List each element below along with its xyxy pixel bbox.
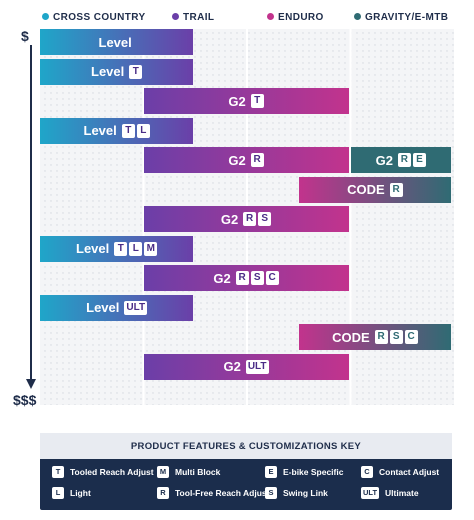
feature-badge-r: R: [235, 271, 249, 285]
bar-name: G2: [220, 211, 239, 227]
key-label: Ultimate: [385, 488, 419, 498]
feature-badge-s: S: [258, 212, 272, 226]
key-item-e: E E-bike Specific: [265, 466, 343, 478]
feature-badge-l: L: [129, 241, 143, 256]
key-label: Contact Adjust: [379, 467, 440, 477]
price-axis-arrow-icon: [26, 45, 36, 389]
feature-badge-s: S: [389, 330, 403, 344]
key-label: Multi Block: [175, 467, 221, 477]
column-header-enduro: ENDURO: [267, 12, 324, 23]
column-header-label: CROSS COUNTRY: [53, 12, 146, 23]
feature-badge-c: C: [265, 271, 279, 285]
key-item-t: T Tooled Reach Adjust: [52, 466, 154, 478]
column-header-trail: TRAIL: [172, 12, 214, 23]
key-label: Tool-Free Reach Adjust: [175, 488, 270, 498]
bar-name: G2: [213, 270, 231, 286]
bar-name: Level: [98, 34, 132, 50]
bar-g2-ult: G2 ULT: [143, 353, 349, 380]
bar-name: G2: [223, 359, 241, 374]
chart-plot-area: Level Level T G2 T Level T L G2 R G2 R E CODE R G2 R S Lev…: [40, 29, 454, 405]
key-title: PRODUCT FEATURES & CUSTOMIZATIONS KEY: [40, 433, 452, 459]
key-badge: L: [52, 487, 64, 499]
gravity-dot-icon: [354, 13, 361, 20]
key-badge: S: [265, 487, 277, 499]
bar-name: CODE: [347, 182, 385, 197]
feature-badge-ult: ULT: [124, 300, 148, 315]
feature-badge-r: R: [374, 330, 388, 344]
feature-badge-m: M: [144, 241, 158, 256]
bar-name: Level: [91, 64, 125, 79]
bar-level-t: Level T: [40, 58, 194, 85]
bar-g2-rsc: G2 R S C: [143, 265, 349, 291]
feature-badge-ult: ULT: [245, 359, 269, 374]
bar-name: G2: [228, 152, 246, 168]
bar-g2-rs: G2 R S: [143, 206, 349, 232]
bar-name: CODE: [332, 329, 370, 345]
key-badge: E: [265, 466, 277, 478]
column-header-label: TRAIL: [183, 12, 215, 23]
key-badge: R: [157, 487, 169, 499]
key-item-r: R Tool-Free Reach Adjust: [157, 487, 269, 499]
bar-name: G2: [375, 152, 393, 168]
key-item-ult: ULT Ultimate: [361, 487, 419, 499]
key-item-c: C Contact Adjust: [361, 466, 439, 478]
bar-g2-r: G2 R: [143, 147, 349, 173]
bar-name: Level: [83, 123, 117, 138]
price-high-label: $$$: [13, 392, 37, 408]
key-item-l: L Light: [52, 487, 91, 499]
key-item-s: S Swing Link: [265, 487, 328, 499]
feature-badge-r: R: [243, 212, 257, 226]
feature-badge-t: T: [250, 94, 264, 108]
key-badge: T: [52, 466, 64, 478]
feature-badge-t: T: [129, 64, 143, 79]
column-header-label: GRAVITY/E-MTB: [365, 12, 449, 23]
enduro-dot-icon: [267, 13, 274, 20]
key-item-m: M Multi Block: [157, 466, 220, 478]
column-header-label: ENDURO: [278, 12, 324, 23]
bar-level-ult: Level ULT: [40, 294, 194, 321]
bar-name: G2: [228, 93, 246, 109]
bar-code-r: CODE R: [298, 176, 451, 203]
feature-badge-r: R: [250, 153, 264, 167]
bar-name: Level: [86, 300, 120, 315]
feature-badge-l: L: [136, 123, 150, 138]
key-label: Swing Link: [283, 488, 328, 498]
bar-g2-t: G2 T: [143, 88, 349, 114]
bar-level: Level: [40, 29, 194, 55]
column-header-cross-country: CROSS COUNTRY: [42, 12, 146, 23]
key-label: Light: [70, 488, 91, 498]
bar-g2-re: G2 R E: [350, 147, 451, 173]
feature-badge-r: R: [397, 153, 411, 167]
price-low-label: $: [21, 28, 29, 44]
feature-badge-e: E: [412, 153, 426, 167]
feature-badge-r: R: [389, 182, 403, 197]
bar-name: Level: [76, 241, 110, 256]
cross-country-dot-icon: [42, 13, 49, 20]
bar-code-rsc: CODE R S C: [298, 324, 451, 350]
bar-level-tlm: Level T L M: [40, 235, 194, 262]
feature-badge-s: S: [250, 271, 264, 285]
bar-level-tl: Level T L: [40, 117, 194, 144]
column-header-gravity-emtb: GRAVITY/E-MTB: [354, 12, 448, 23]
key-badge: ULT: [361, 487, 380, 499]
feature-badge-c: C: [404, 330, 418, 344]
key-label: E-bike Specific: [283, 467, 344, 477]
trail-dot-icon: [172, 13, 179, 20]
key-badge: M: [157, 466, 169, 478]
key-label: Tooled Reach Adjust: [70, 467, 154, 477]
feature-badge-t: T: [114, 241, 128, 256]
key-badge: C: [361, 466, 373, 478]
feature-badge-t: T: [121, 123, 135, 138]
